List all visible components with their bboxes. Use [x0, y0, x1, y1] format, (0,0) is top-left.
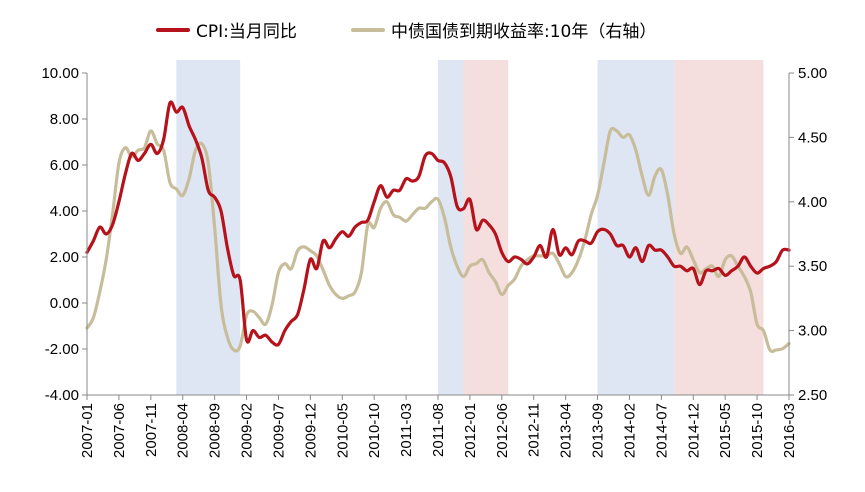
x-tick-label: 2010-10 [366, 403, 383, 458]
left-y-tick-label: 4.00 [50, 203, 79, 220]
right-y-tick-label: 3.50 [798, 258, 827, 275]
x-tick-label: 2013-04 [558, 403, 575, 458]
right-y-tick-label: 4.50 [798, 129, 827, 146]
x-tick-label: 2015-10 [749, 403, 766, 458]
shaded-periods [176, 60, 764, 395]
left-y-tick-label: -2.00 [45, 341, 79, 358]
x-tick-label: 2012-01 [462, 403, 479, 458]
x-tick-label: 2013-09 [590, 403, 607, 458]
cpi-series-line [85, 100, 791, 347]
legend-label-2: 中债国债到期收益率:10年（右轴） [391, 22, 656, 42]
left-y-tick-label: 8.00 [50, 111, 79, 128]
bond-yield-series-line [85, 126, 791, 353]
shaded-period-3 [463, 60, 509, 395]
left-y-tick-label: 2.00 [50, 249, 79, 266]
x-tick-label: 2008-04 [175, 403, 192, 458]
x-tick-label: 2009-12 [302, 403, 319, 458]
right-y-tick-label: 3.00 [798, 323, 827, 340]
x-tick-label: 2011-08 [430, 403, 447, 457]
right-y-tick-label: 5.00 [798, 65, 827, 82]
x-tick-label: 2008-09 [207, 403, 224, 458]
x-tick-label: 2014-07 [653, 403, 670, 458]
shaded-period-5 [674, 60, 764, 395]
right-y-tick-label: 2.50 [798, 387, 827, 404]
x-tick-label: 2011-03 [398, 403, 415, 457]
x-tick-label: 2010-05 [334, 403, 351, 458]
shaded-period-2 [438, 60, 464, 395]
legend: CPI:当月同比 中债国债到期收益率:10年（右轴） [156, 22, 656, 42]
right-y-tick-label: 4.00 [798, 194, 827, 211]
x-tick-label: 2007-06 [111, 403, 128, 458]
x-tick-label: 2009-07 [270, 403, 287, 458]
left-y-tick-label: 6.00 [50, 157, 79, 174]
left-y-tick-label: 0.00 [50, 295, 79, 312]
legend-label-1: CPI:当月同比 [196, 22, 297, 42]
x-tick-label: 2012-11 [526, 403, 543, 457]
x-tick-label: 2014-12 [685, 403, 702, 458]
left-y-tick-label: 10.00 [41, 65, 79, 82]
left-y-tick-label: -4.00 [45, 387, 79, 404]
x-tick-label: 2014-02 [621, 403, 638, 458]
x-tick-label: 2015-05 [717, 403, 734, 458]
shaded-period-4 [597, 60, 675, 395]
x-tick-label: 2007-01 [79, 403, 96, 458]
x-tick-label: 2012-06 [494, 403, 511, 458]
x-tick-label: 2007-11 [143, 403, 160, 457]
axes: -4.00 -2.00 0.00 2.00 4.00 6.00 8.00 10.00 2.50 3… [41, 65, 827, 458]
x-tick-label: 2016-03 [781, 403, 798, 458]
x-tick-label: 2009-02 [239, 403, 256, 458]
series-lines [85, 100, 791, 353]
